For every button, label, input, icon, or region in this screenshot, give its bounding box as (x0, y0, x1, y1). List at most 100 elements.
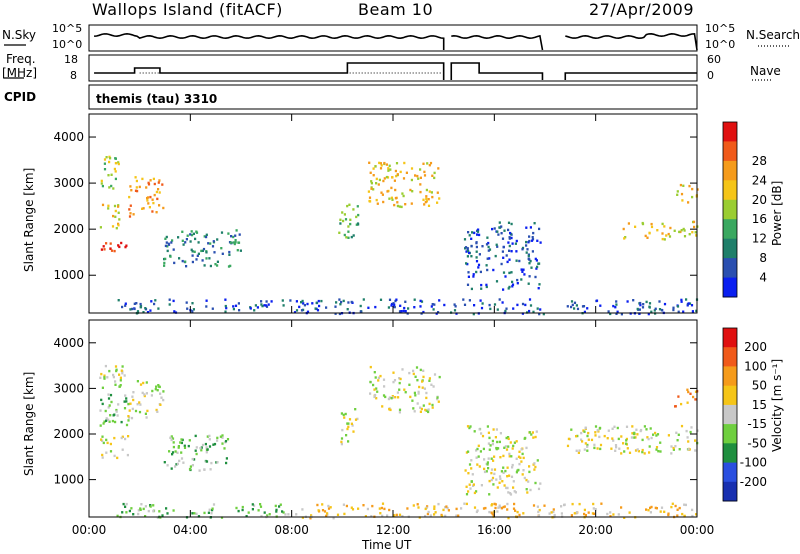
data-cell (208, 438, 211, 441)
data-cell (174, 465, 177, 468)
data-cell (191, 512, 194, 515)
power-panel-ytick-label-0: 1000 (53, 268, 84, 282)
velocity-panel-colorbar-swatch-4 (723, 404, 737, 425)
data-cell (686, 401, 689, 404)
data-cell (348, 418, 352, 421)
data-cell (220, 231, 224, 234)
data-cell (367, 190, 370, 193)
data-cell (580, 431, 583, 435)
velocity-panel-region-11 (295, 502, 445, 520)
data-cell (657, 450, 660, 453)
data-cell (161, 183, 164, 186)
data-cell (375, 198, 378, 202)
data-cell (537, 510, 540, 514)
data-cell (320, 299, 323, 303)
data-cell (355, 215, 358, 219)
data-cell (648, 302, 652, 305)
data-cell (531, 236, 534, 239)
data-cell (115, 369, 118, 373)
data-cell (623, 237, 626, 240)
data-cell (405, 171, 408, 174)
data-cell (455, 312, 458, 315)
data-cell (342, 219, 345, 223)
data-cell (596, 429, 599, 432)
data-cell (113, 204, 117, 208)
data-cell (370, 515, 373, 518)
data-cell (638, 312, 641, 315)
data-cell (498, 481, 501, 484)
data-cell (414, 174, 417, 177)
data-cell (191, 260, 194, 264)
data-cell (620, 313, 623, 316)
velocity-panel-colorbar-swatch-5 (723, 424, 737, 444)
data-cell (667, 513, 670, 517)
data-cell (583, 512, 586, 516)
data-cell (383, 161, 386, 165)
data-cell (523, 476, 526, 480)
data-cell (171, 453, 174, 456)
data-cell (381, 502, 385, 505)
data-cell (205, 451, 208, 454)
data-cell (488, 248, 492, 251)
data-cell (364, 515, 367, 518)
data-cell (620, 452, 623, 455)
data-cell (418, 385, 421, 389)
data-cell (339, 303, 342, 306)
data-cell (372, 383, 375, 387)
data-cell (594, 508, 597, 511)
data-cell (536, 265, 539, 269)
data-cell (131, 395, 134, 398)
data-cell (326, 512, 329, 515)
data-cell (207, 242, 210, 245)
data-cell (334, 312, 337, 315)
data-cell (436, 191, 439, 194)
data-cell (120, 369, 123, 372)
data-cell (310, 514, 313, 517)
data-cell (187, 444, 190, 448)
data-cell (314, 307, 317, 310)
data-cell (532, 310, 535, 314)
data-cell (120, 436, 123, 440)
velocity-panel-colorbar-tick-4: -15 (747, 417, 767, 431)
data-cell (163, 264, 166, 267)
data-cell (106, 376, 109, 379)
data-cell (419, 299, 422, 303)
data-cell (382, 394, 386, 397)
data-cell (221, 436, 224, 439)
data-cell (594, 425, 598, 428)
data-cell (388, 508, 391, 512)
data-cell (694, 231, 697, 234)
data-cell (176, 462, 179, 466)
data-cell (156, 516, 159, 519)
data-cell (155, 385, 158, 388)
data-cell (487, 245, 490, 249)
data-cell (438, 197, 441, 200)
data-cell (376, 202, 379, 205)
data-cell (586, 434, 589, 438)
data-cell (433, 513, 436, 516)
data-cell (119, 376, 122, 379)
data-cell (199, 447, 202, 450)
data-cell (639, 303, 642, 307)
data-cell (108, 186, 111, 189)
data-cell (201, 249, 204, 252)
data-cell (107, 207, 110, 210)
data-cell (158, 385, 161, 389)
data-cell (493, 472, 496, 476)
data-cell (482, 507, 486, 510)
data-cell (659, 510, 662, 513)
data-cell (347, 425, 350, 428)
data-cell (369, 392, 372, 395)
data-cell (596, 447, 599, 450)
data-cell (495, 243, 498, 246)
data-cell (311, 302, 314, 305)
data-cell (133, 307, 136, 311)
data-cell (522, 469, 525, 472)
power-panel-colorbar-tick-6: 28 (752, 154, 767, 168)
data-cell (632, 299, 635, 302)
data-cell (659, 441, 662, 444)
data-cell (372, 174, 375, 177)
data-cell (114, 380, 117, 383)
data-cell (208, 508, 211, 511)
data-cell (378, 178, 381, 182)
